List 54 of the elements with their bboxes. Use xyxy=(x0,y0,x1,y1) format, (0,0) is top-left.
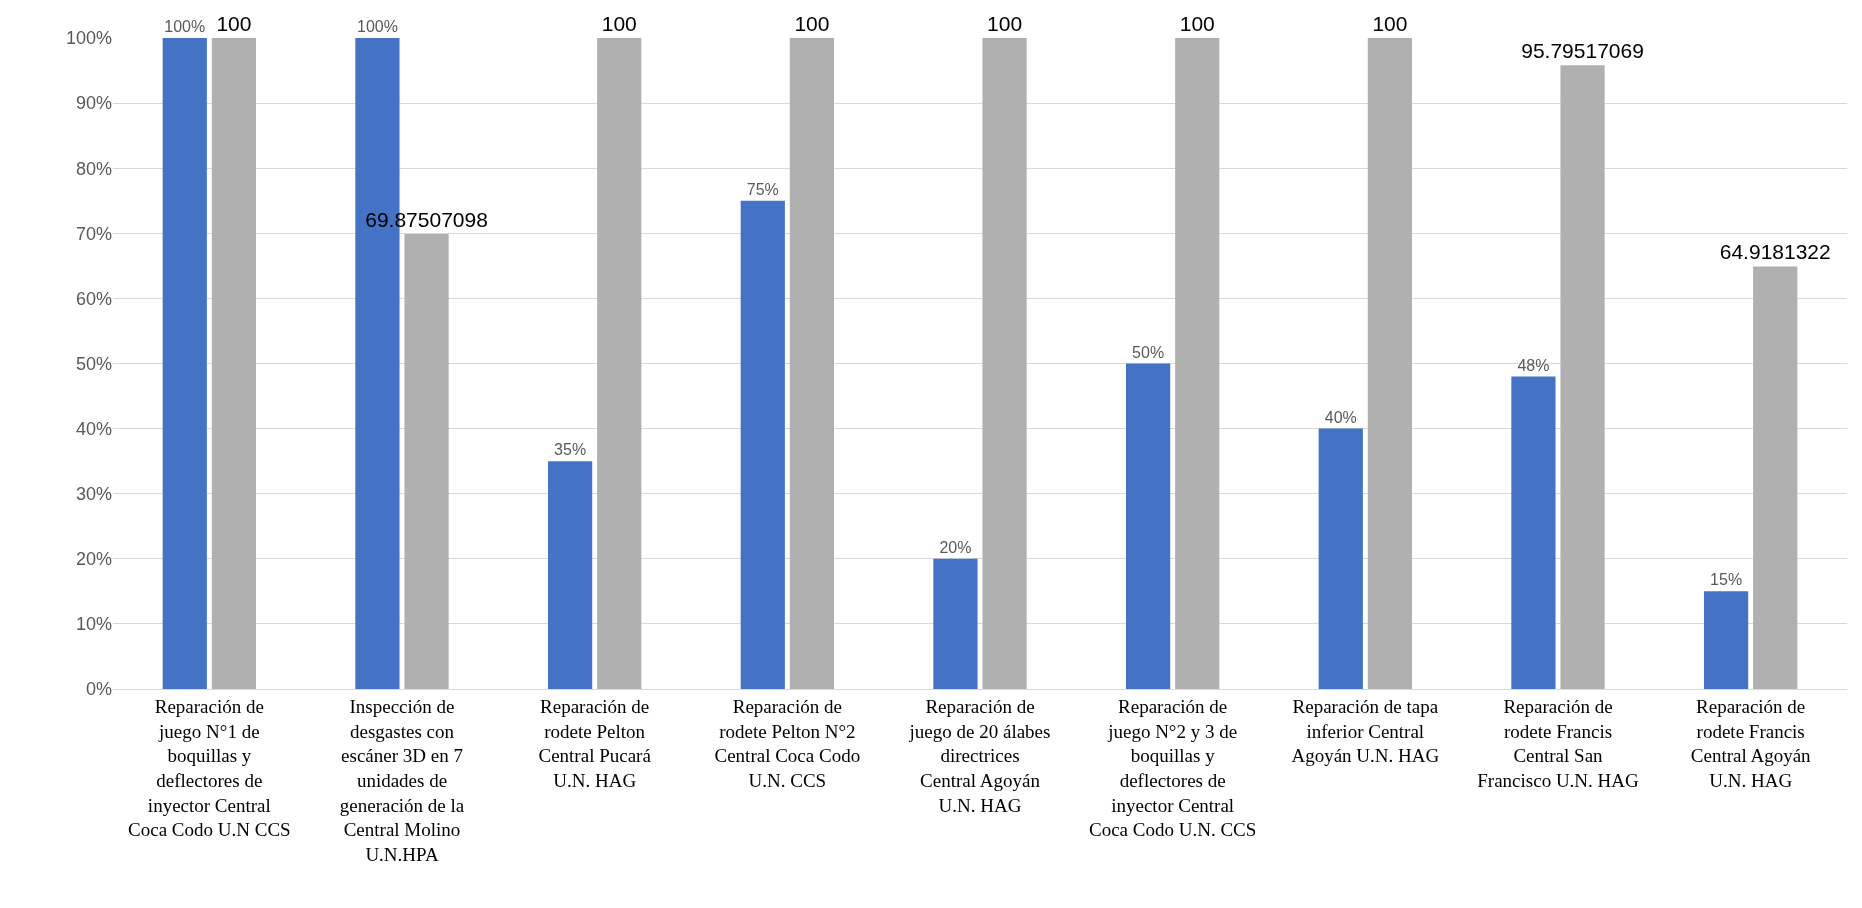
y-tick-label: 10% xyxy=(75,614,112,635)
data-label: 100 xyxy=(601,12,637,35)
bar xyxy=(162,38,207,689)
bar xyxy=(1125,363,1171,689)
y-tick-label: 60% xyxy=(75,288,112,309)
data-label: 100 xyxy=(1179,12,1215,35)
data-label: 48% xyxy=(1517,356,1550,374)
x-tick-label: Reparación de rodete Francis Central Agoyán U.N. HAG xyxy=(1690,695,1812,791)
data-label: 64.9181322 xyxy=(1719,240,1831,264)
bar xyxy=(933,558,978,689)
bar xyxy=(547,461,593,689)
bar xyxy=(789,38,835,689)
data-label: 40% xyxy=(1324,408,1357,426)
x-tick-label: Reparación de rodete Pelton Central Pucará U.N. HAG xyxy=(538,695,652,791)
bar xyxy=(211,38,257,689)
bar xyxy=(1367,38,1413,689)
y-tick-label: 50% xyxy=(75,353,112,374)
data-label: 15% xyxy=(1710,571,1743,589)
data-label: 100% xyxy=(164,18,206,35)
bar xyxy=(1753,266,1798,689)
y-tick-label: 100% xyxy=(65,28,112,49)
bar xyxy=(1511,376,1556,689)
x-tick-label: Reparación de tapa inferior Central Agoyán U.N. HAG xyxy=(1291,695,1440,767)
y-tick-label: 30% xyxy=(75,484,112,504)
y-tick-label: 40% xyxy=(75,418,112,439)
y-tick-label: 80% xyxy=(75,158,112,179)
data-label: 100 xyxy=(216,12,252,35)
x-tick-label: Inspección de desgastes con escáner 3D en 7 unidades de generación de la Central Molino U.N.HPA xyxy=(339,695,465,865)
bar xyxy=(740,200,785,689)
bar xyxy=(404,234,449,689)
data-label: 20% xyxy=(939,538,972,556)
data-label: 35% xyxy=(554,441,587,459)
bar xyxy=(982,38,1027,689)
y-tick-label: 70% xyxy=(75,223,112,244)
y-tick-label: 0% xyxy=(85,679,112,700)
data-label: 100 xyxy=(987,12,1023,35)
y-tick-label: 90% xyxy=(75,93,112,114)
x-tick-label: Reparación de rodete Pelton N°2 Central Coca Codo U.N. CCS xyxy=(714,695,861,791)
x-tick-label: Reparación de juego de 20 álabes directrices Central Agoyán U.N. HAG xyxy=(908,695,1051,816)
x-tick-label: Reparación de juego N°1 de boquillas y deflectores de inyector Central Coca Codo U.N CCS xyxy=(128,695,291,841)
data-label: 95.79517069 xyxy=(1521,39,1644,63)
y-tick-label: 20% xyxy=(75,549,112,570)
data-label: 75% xyxy=(746,180,779,198)
bar xyxy=(1175,38,1220,689)
bar xyxy=(1703,591,1749,689)
data-label: 50% xyxy=(1132,343,1165,361)
data-label: 100% xyxy=(356,18,398,35)
bar xyxy=(1560,65,1605,689)
x-tick-label: Reparación de juego N°2 y 3 de boquillas y deflectores de inyector Central Coca Codo U.N. CCS xyxy=(1089,695,1257,841)
bar xyxy=(597,38,642,689)
data-label: 100 xyxy=(1372,12,1408,35)
bar xyxy=(1318,428,1363,689)
data-label: 100 xyxy=(794,12,830,35)
x-tick-label: Reparación de rodete Francis Central San Francisco U.N. HAG xyxy=(1477,695,1640,791)
